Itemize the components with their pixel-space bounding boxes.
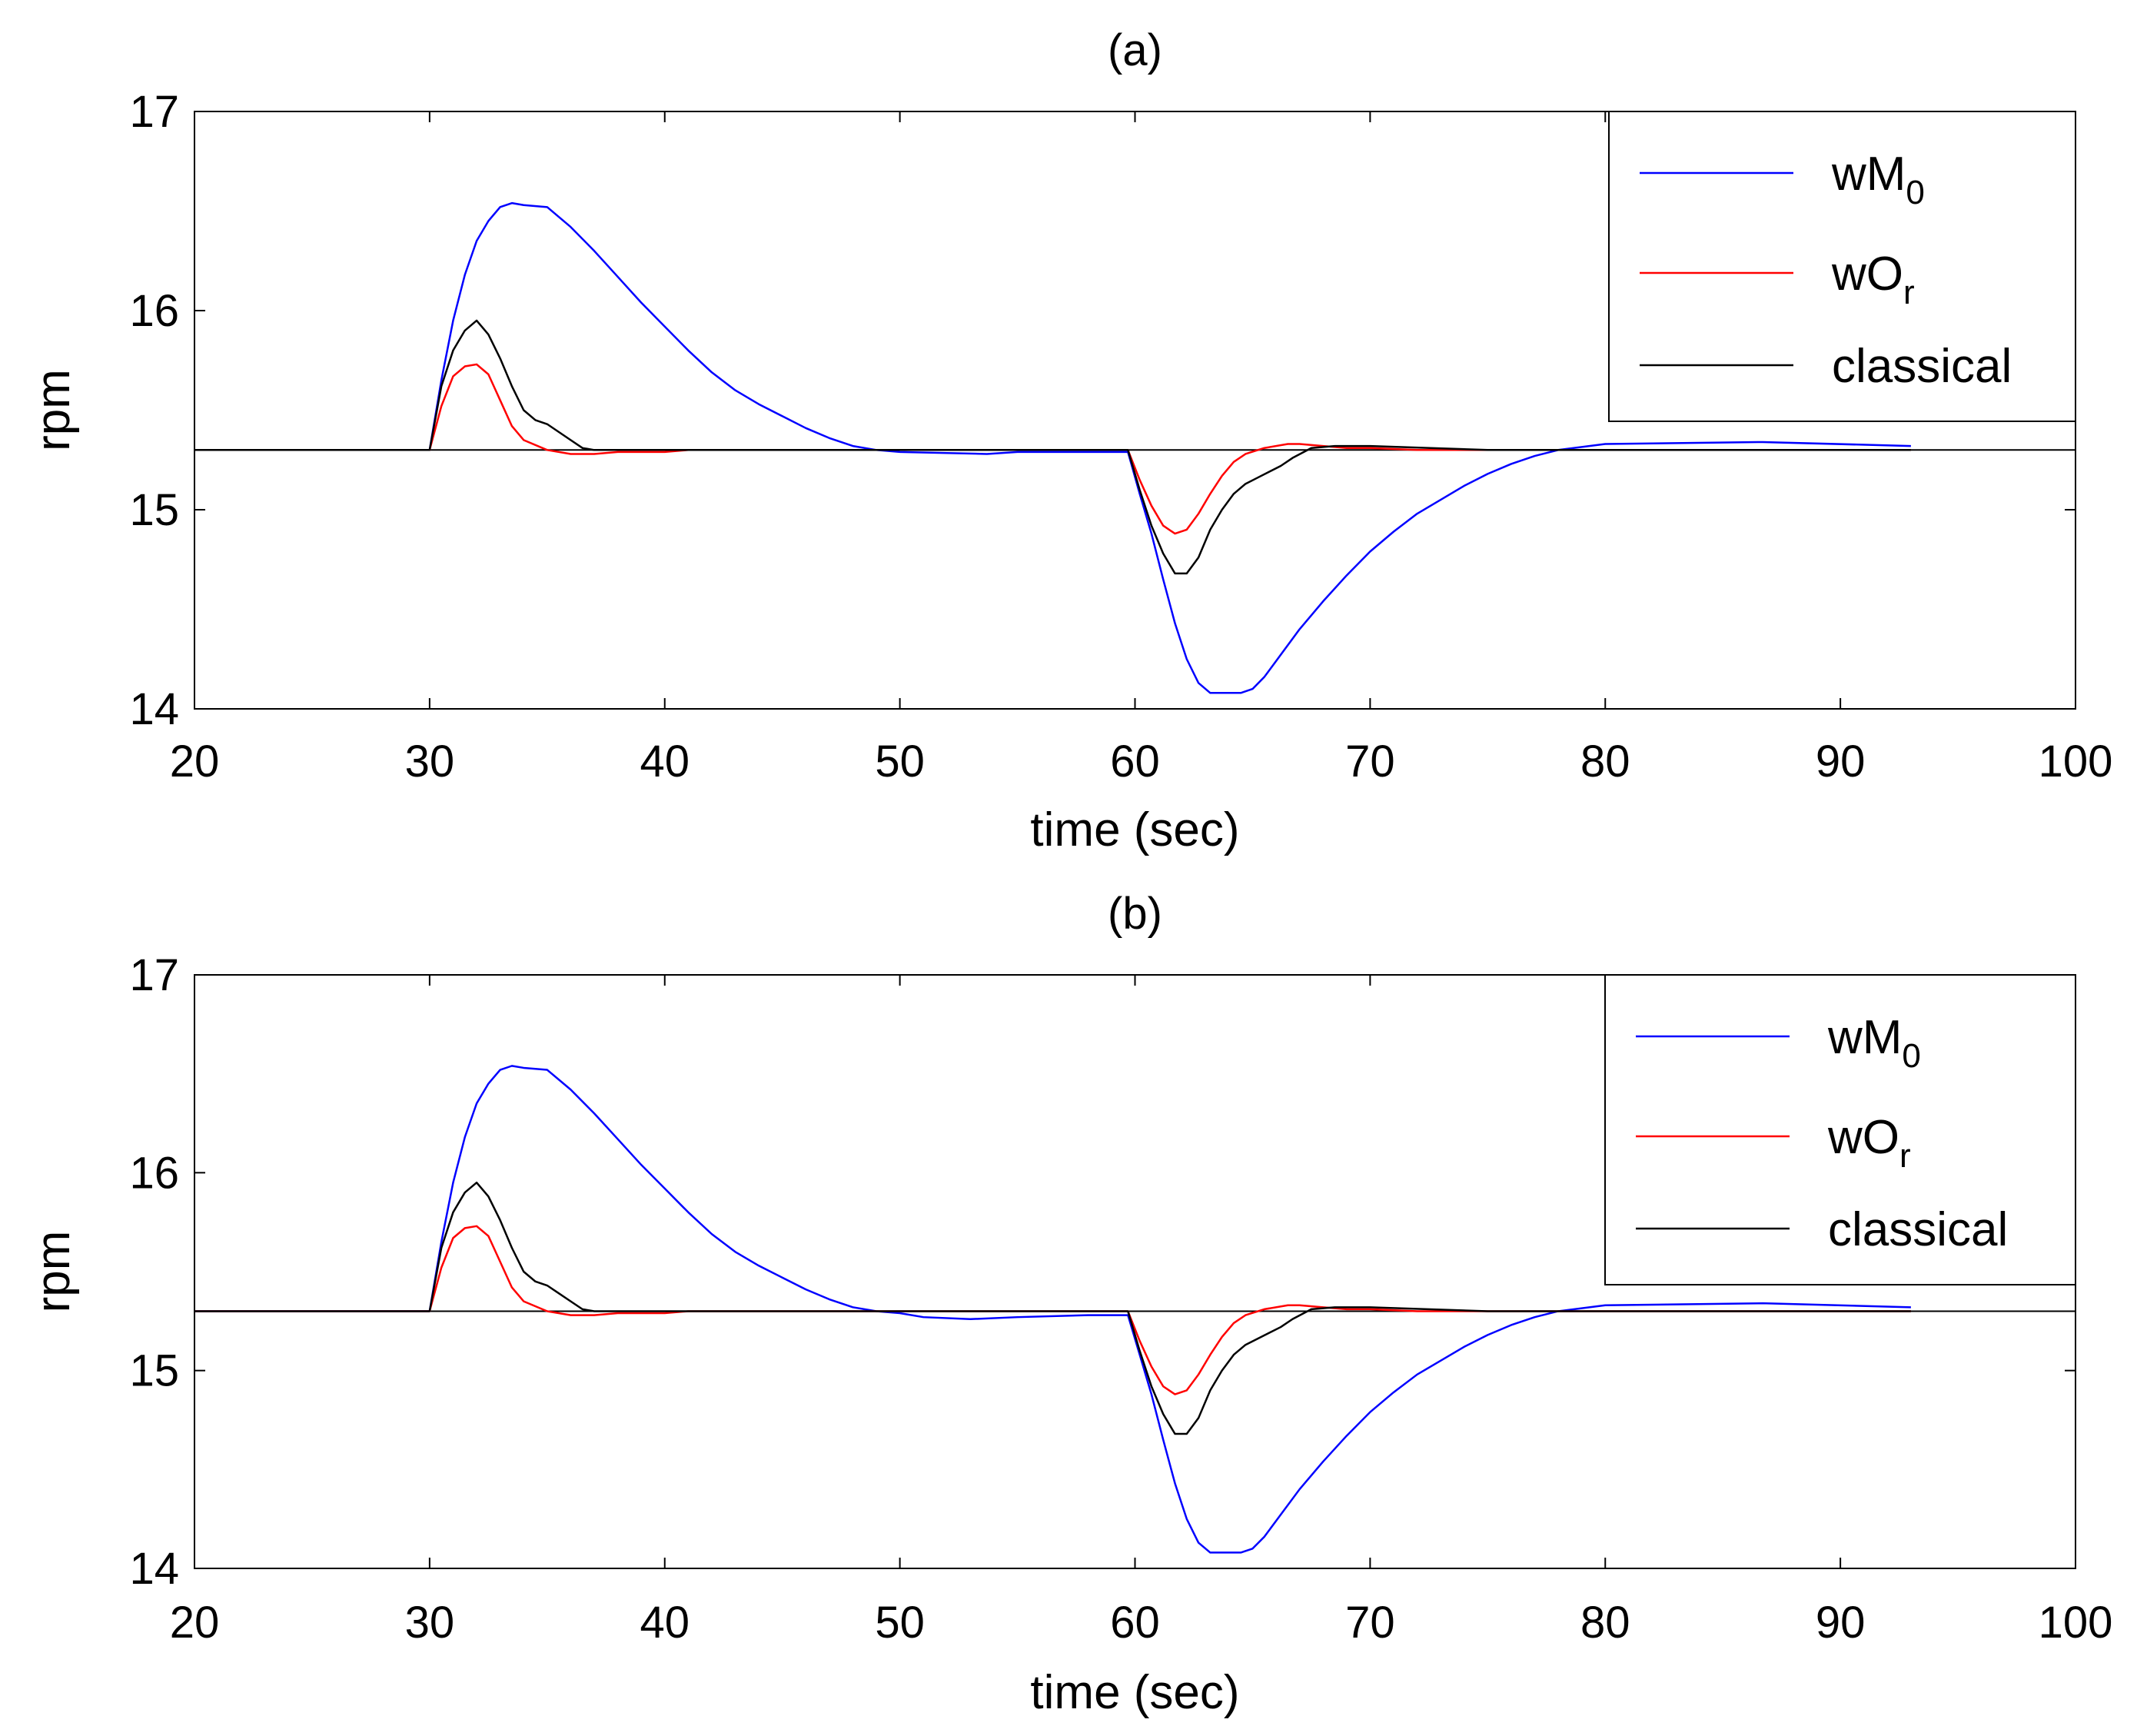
legend-label: classical [1832,340,2012,393]
series-line-classical [194,1181,1911,1435]
x-tick-label: 20 [170,1598,220,1648]
y-tick-label: 14 [129,1544,179,1594]
y-tick-label: 16 [129,1148,179,1198]
x-axis-label: time (sec) [1030,1666,1239,1719]
y-tick-label: 15 [129,1346,179,1396]
y-tick-label: 15 [129,485,179,535]
y-tick-label: 14 [129,684,179,734]
x-tick-label: 90 [1816,737,1866,787]
x-tick-label: 50 [875,737,925,787]
x-tick-label: 80 [1580,1598,1630,1648]
x-tick-label: 100 [2039,1598,2113,1648]
x-tick-label: 40 [640,737,690,787]
chart-title: (a) [1108,25,1162,75]
legend-label: wOr [1831,248,1915,311]
chart-title: (b) [1108,889,1162,939]
series-line-wm-0 [194,1065,1911,1554]
x-tick-label: 90 [1816,1598,1866,1648]
subplot-a: (a) 20 30 40 50 60 70 80 90 100 14 15 16 17 time (sec)… [27,25,2112,856]
legend-box [1608,111,2076,422]
x-axis-label: time (sec) [1030,803,1239,856]
x-tick-label: 30 [405,1598,455,1648]
legend-label: wM0 [1827,1011,1921,1075]
legend-label: classical [1828,1203,2008,1256]
x-tick-label: 60 [1110,1598,1160,1648]
y-axis-label: rpm [27,369,80,451]
x-tick-label: 60 [1110,737,1160,787]
x-tick-label: 20 [170,737,220,787]
series-line-classical [194,319,1911,575]
legend-label: wM0 [1831,148,1925,211]
series-line-wm-0 [194,201,1911,694]
subplot-b: (b) 20 30 40 50 60 70 80 90 100 14 15 16 17 time (sec)… [27,889,2112,1719]
x-tick-label: 80 [1580,737,1630,787]
legend-box [1604,974,2076,1285]
x-tick-label: 40 [640,1598,690,1648]
legend-label: wOr [1827,1111,1911,1175]
y-tick-label: 17 [129,950,179,1000]
x-tick-label: 30 [405,737,455,787]
y-axis-label: rpm [27,1231,80,1313]
x-tick-label: 70 [1345,1598,1395,1648]
x-tick-label: 70 [1345,737,1395,787]
x-tick-label: 50 [875,1598,925,1648]
y-tick-label: 17 [129,87,179,137]
y-tick-label: 16 [129,286,179,336]
x-tick-label: 100 [2039,737,2113,787]
